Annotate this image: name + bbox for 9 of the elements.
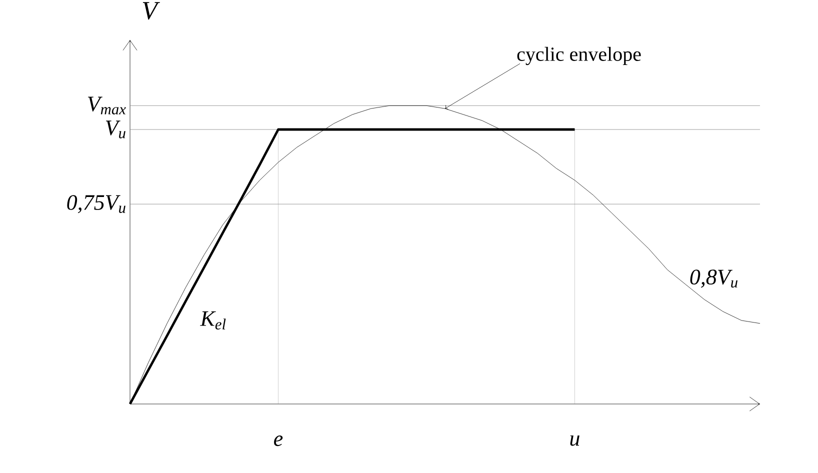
y-axis-title: V [142,2,160,20]
ref-line-label: 0,75V$_{u}$ [67,195,126,214]
annotation: K$_{el}$ [200,311,226,330]
x-tick-label: e [274,436,283,446]
x-tick-label: u [570,436,580,446]
ref-line-label: V$_{u}$ [106,120,126,138]
ref-line-label: V$_{max}$ [88,96,126,114]
text: cyclic envelope [517,46,641,66]
annotation: 0,8V$_{u}$ [690,270,738,288]
